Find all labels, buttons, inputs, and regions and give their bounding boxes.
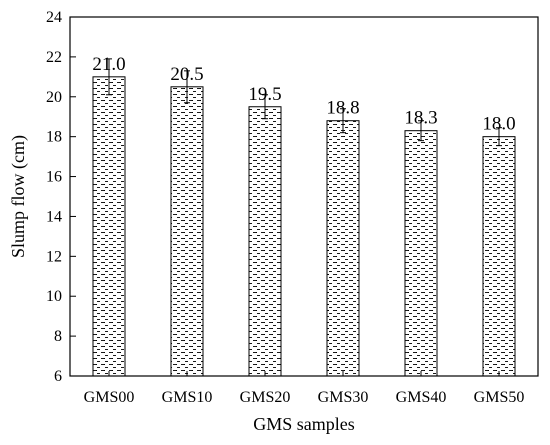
x-tick-label-gms50: GMS50 <box>474 389 525 406</box>
y-tick-label: 22 <box>46 49 62 66</box>
x-tick-label-gms10: GMS10 <box>162 389 213 406</box>
bar-gms40 <box>404 130 438 377</box>
x-axis-title: GMS samples <box>253 414 355 434</box>
y-tick-label: 10 <box>46 288 62 305</box>
bar-gms20 <box>248 106 282 377</box>
error-bar-gms40 <box>418 120 424 142</box>
error-bar-gms00 <box>106 58 112 96</box>
error-bar-gms30 <box>340 108 346 134</box>
bar-gms50 <box>482 136 516 377</box>
y-axis-title: Slump flow (cm) <box>8 135 29 258</box>
y-tick-label: 20 <box>46 89 62 106</box>
data-label-gms50: 18.0 <box>482 114 515 135</box>
data-label-gms10: 20.5 <box>170 64 203 85</box>
error-bars-layer <box>106 58 502 147</box>
bar-gms10 <box>170 86 204 377</box>
y-tick-label: 18 <box>46 129 62 146</box>
bar-gms00 <box>92 76 126 377</box>
y-tick-label: 16 <box>46 169 62 186</box>
y-tick-label: 14 <box>46 208 62 225</box>
x-tick-label-gms00: GMS00 <box>84 389 135 406</box>
bars-layer <box>92 76 516 377</box>
y-axis: 6 8 10 12 14 16 18 20 22 24 <box>46 9 76 385</box>
error-bar-gms50 <box>496 127 502 147</box>
data-labels-layer: 21.0 20.5 19.5 18.8 18.3 18.0 <box>92 54 515 135</box>
x-tick-label-gms40: GMS40 <box>396 389 447 406</box>
plot-frame <box>69 16 539 377</box>
data-label-gms30: 18.8 <box>326 98 359 119</box>
data-label-gms00: 21.0 <box>92 54 125 75</box>
bar-gms30 <box>326 120 360 377</box>
x-tick-label-gms20: GMS20 <box>240 389 291 406</box>
y-tick-label: 24 <box>46 9 62 26</box>
data-label-gms40: 18.3 <box>404 108 437 129</box>
y-tick-label: 8 <box>54 328 62 345</box>
y-tick-label: 6 <box>54 368 62 385</box>
data-label-gms20: 19.5 <box>248 84 281 105</box>
x-axis: GMS00 GMS10 GMS20 GMS30 GMS40 GMS50 <box>84 371 525 406</box>
x-tick-label-gms30: GMS30 <box>318 389 369 406</box>
error-bar-gms20 <box>262 94 268 120</box>
error-bar-gms10 <box>184 70 190 104</box>
y-tick-label: 12 <box>46 248 62 265</box>
